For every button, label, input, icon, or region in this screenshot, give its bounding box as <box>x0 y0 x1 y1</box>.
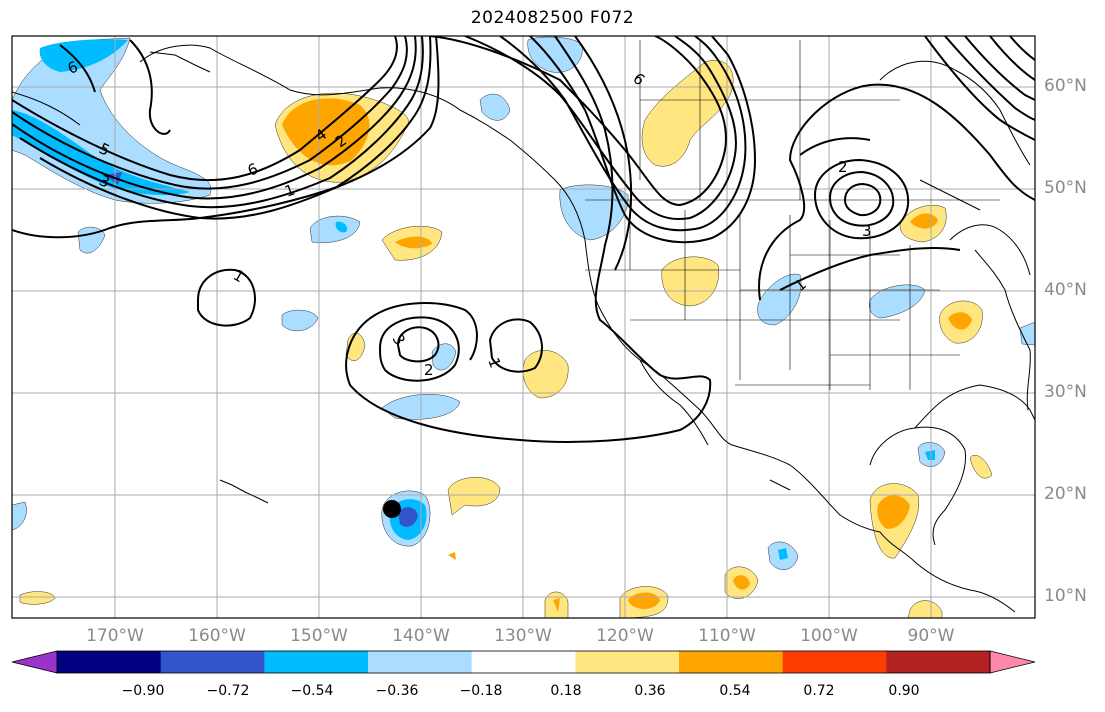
lat-label: 30°N <box>1044 382 1087 402</box>
contour-line <box>59 44 96 93</box>
colorbar <box>11 650 1036 674</box>
lat-label: 20°N <box>1044 484 1087 504</box>
contour-label: 6 <box>245 160 260 180</box>
colorbar-tick-label: 0.90 <box>888 683 920 699</box>
contour-label: 6 <box>629 69 648 89</box>
map-title: 2024082500 F072 <box>470 8 635 28</box>
negative-anomaly-core <box>12 110 190 196</box>
state-borders <box>585 40 1000 390</box>
lon-label: 120°W <box>596 626 654 646</box>
colorbar-segment <box>782 651 887 673</box>
contour-label: 2 <box>424 361 434 379</box>
contour-label: 3 <box>862 222 872 240</box>
colorbar-tick-label: 0.18 <box>550 683 582 699</box>
coastlines <box>12 44 1035 613</box>
contour-line <box>488 318 543 373</box>
contour-line <box>758 83 1035 301</box>
colorbar-tick-label: 0.54 <box>719 683 751 699</box>
lat-label: 10°N <box>1044 586 1087 606</box>
colorbar-segment <box>886 651 991 673</box>
colorbar-tick-label: −0.90 <box>121 683 165 699</box>
contour-line <box>779 246 961 291</box>
graticule <box>12 36 1035 618</box>
lon-label: 170°W <box>86 626 144 646</box>
contour-line <box>197 268 256 327</box>
contour-line <box>345 36 712 443</box>
contour-line <box>843 182 882 217</box>
contour-line <box>828 170 895 227</box>
lat-label: 60°N <box>1044 76 1087 96</box>
colorbar-segment <box>57 651 162 673</box>
lon-label: 110°W <box>698 626 756 646</box>
contour-line <box>12 36 440 239</box>
contour-line <box>529 36 757 244</box>
colorbar-tick-label: −0.72 <box>206 683 250 699</box>
colorbar-segment <box>160 651 265 673</box>
colorbar-tick-label: −0.36 <box>375 683 419 699</box>
contour-line <box>129 39 171 135</box>
colorbar-segment <box>679 651 784 673</box>
contour-line <box>12 36 408 190</box>
contour-line <box>378 316 460 382</box>
colorbar-tick-label: 0.36 <box>634 683 666 699</box>
storm-center-marker <box>383 500 401 518</box>
colorbar-tick-label: 0.72 <box>803 683 835 699</box>
contour-line <box>813 158 910 240</box>
contour-label: 2 <box>838 158 848 176</box>
lon-label: 150°W <box>290 626 348 646</box>
contour-line <box>799 137 871 156</box>
map-frame <box>11 35 1036 619</box>
lon-label: 130°W <box>494 626 552 646</box>
contour-line <box>12 36 398 182</box>
contour-line <box>924 36 1035 141</box>
lon-label: 90°W <box>907 626 955 646</box>
contour-line <box>499 36 747 232</box>
colorbar-tick-label: −0.54 <box>290 683 334 699</box>
contour-line <box>396 326 440 363</box>
contour-line <box>464 36 737 220</box>
lat-label: 40°N <box>1044 280 1087 300</box>
colorbar-tick-label: −0.18 <box>459 683 503 699</box>
lon-label: 160°W <box>188 626 246 646</box>
contour-line <box>964 36 1035 101</box>
height-contours <box>12 36 1035 443</box>
lon-label: 140°W <box>392 626 450 646</box>
colorbar-extend-min <box>11 650 58 674</box>
lat-label: 50°N <box>1044 178 1087 198</box>
lon-label: 100°W <box>800 626 858 646</box>
colorbar-segment <box>264 651 369 673</box>
contour-line <box>989 36 1035 81</box>
colorbar-segment <box>471 651 576 673</box>
colorbar-segment <box>368 651 473 673</box>
colorbar-segment <box>575 651 680 673</box>
colorbar-extend-max <box>989 650 1036 674</box>
contour-line <box>19 36 424 209</box>
contour-line <box>574 36 633 271</box>
contour-line <box>944 36 1035 121</box>
contour-line <box>39 36 432 220</box>
contour-labels: 6 5 3 6 4 2 1 6 2 3 1 3 2 1 1 <box>65 58 871 379</box>
contour-line <box>429 36 727 207</box>
contour-line <box>12 36 417 200</box>
colorbar-frame <box>56 650 991 674</box>
contour-line <box>1009 36 1035 61</box>
